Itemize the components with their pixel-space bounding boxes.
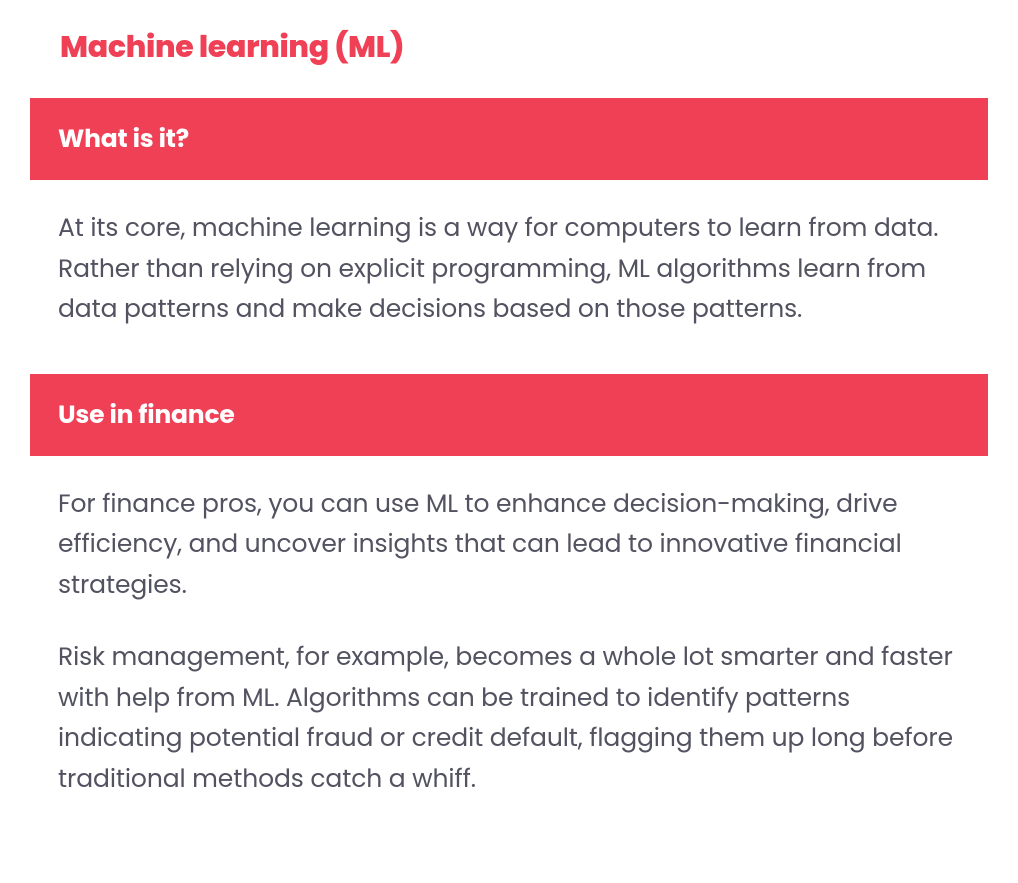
section-body-what-is-it: At its core, machine learning is a way f… (30, 208, 988, 330)
page-title: Machine learning (ML) (60, 24, 988, 70)
section-header-what-is-it: What is it? (30, 98, 988, 180)
section-header-use-in-finance: Use in finance (30, 374, 988, 456)
section-body-use-in-finance-p1: For finance pros, you can use ML to enha… (30, 484, 988, 606)
section-body-use-in-finance-p2: Risk management, for example, becomes a … (30, 637, 988, 799)
